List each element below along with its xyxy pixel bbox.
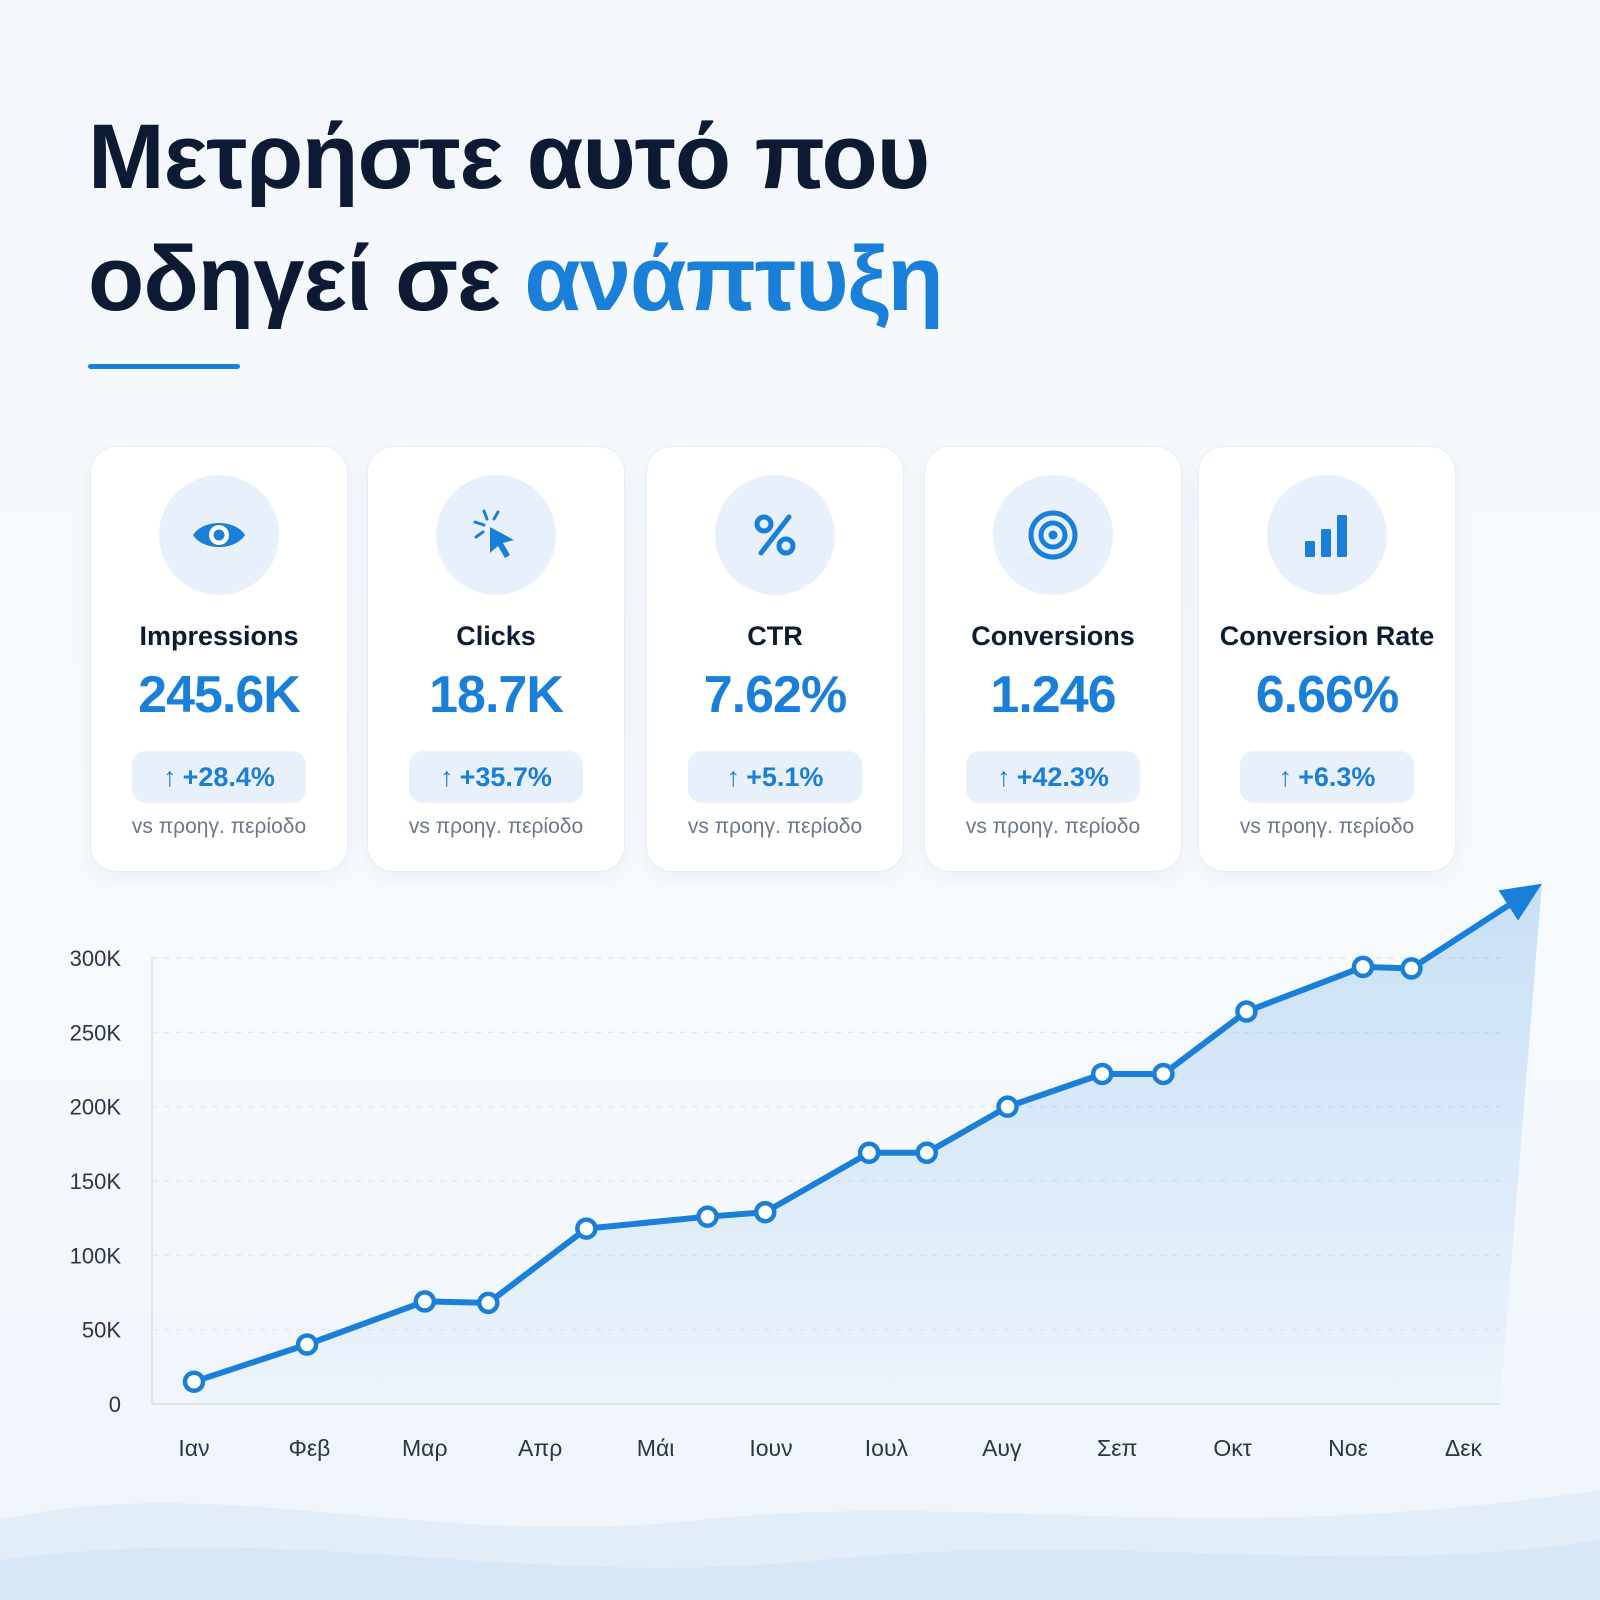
y-tick-label: 0 xyxy=(109,1392,121,1417)
kpi-label: Conversion Rate xyxy=(1219,621,1435,651)
data-point xyxy=(1152,1062,1175,1086)
kpi-delta-value: +28.4% xyxy=(182,762,275,792)
bar-chart-icon xyxy=(1267,475,1387,595)
data-point xyxy=(295,1333,319,1356)
kpi-card-ctr: CTR 7.62% ↑ +5.1% vs προηγ. περίοδο xyxy=(646,446,904,872)
kpi-label: Clicks xyxy=(456,621,536,651)
series-points xyxy=(182,955,1423,1393)
trend-arrow-shaft xyxy=(1408,900,1515,972)
impressions-line-chart: 0 50K 100K 150K 200K 250K 300K Ιαν Φεβ Μαρ Απρ Μάι… xyxy=(70,883,1542,1461)
kpi-card-conversion-rate: Conversion Rate 6.66% ↑ +6.3% vs προηγ. π… xyxy=(1198,446,1456,872)
kpi-label: Conversions xyxy=(971,621,1135,651)
y-tick-label: 150K xyxy=(70,1169,122,1194)
x-axis-ticks: Ιαν Φεβ Μαρ Απρ Μάι Ιουν Ιουλ Αυγ Σεπ Οκτ Νοε Δεκ xyxy=(178,1435,1482,1461)
y-tick-label: 300K xyxy=(70,946,122,971)
kpi-card-impressions: Impressions 245.6K ↑ +28.4% vs προηγ. περ… xyxy=(90,446,348,872)
x-tick-label: Ιουλ xyxy=(865,1435,909,1461)
kpi-label: Impressions xyxy=(139,621,299,651)
heading-underline xyxy=(88,364,240,369)
heading-accent-word: ανάπτυξη xyxy=(524,228,943,330)
kpi-comparison-note: vs προηγ. περίοδο xyxy=(965,815,1141,838)
x-tick-label: Ιουν xyxy=(749,1435,792,1461)
kpi-value: 18.7K xyxy=(429,666,564,724)
kpi-value: 6.66% xyxy=(1255,666,1399,724)
kpi-delta-value: +42.3% xyxy=(1016,762,1109,792)
data-point xyxy=(996,1095,1019,1118)
kpi-comparison-note: vs προηγ. περίοδο xyxy=(408,815,584,838)
y-tick-label: 100K xyxy=(70,1243,122,1268)
y-tick-label: 200K xyxy=(70,1095,122,1120)
x-tick-label: Οκτ xyxy=(1213,1435,1251,1461)
arrow-up-icon: ↑ xyxy=(163,762,177,792)
y-tick-label: 50K xyxy=(82,1318,121,1343)
kpi-value: 7.62% xyxy=(703,666,847,724)
data-point xyxy=(413,1290,437,1313)
kpi-comparison-note: vs προηγ. περίοδο xyxy=(1239,815,1415,838)
kpi-card-conversions: Conversions 1.246 ↑ +42.3% vs προηγ. περί… xyxy=(924,446,1182,872)
kpi-comparison-note: vs προηγ. περίοδο xyxy=(131,815,307,838)
page-heading: Μετρήστε αυτό που οδηγεί σε ανάπτυξη xyxy=(88,96,944,340)
kpi-value: 1.246 xyxy=(990,666,1116,724)
x-tick-label: Σεπ xyxy=(1097,1435,1137,1461)
data-point xyxy=(1090,1062,1114,1086)
x-tick-label: Δεκ xyxy=(1445,1435,1483,1461)
x-tick-label: Ιαν xyxy=(178,1435,209,1461)
kpi-value: 245.6K xyxy=(138,666,301,724)
data-point xyxy=(575,1217,598,1240)
kpi-delta-badge: ↑ +35.7% xyxy=(409,751,583,803)
data-point xyxy=(182,1370,206,1393)
arrow-up-icon: ↑ xyxy=(440,762,454,792)
heading-line-2: οδηγεί σε xyxy=(88,228,525,330)
trend-arrow-head xyxy=(1498,883,1542,921)
data-point xyxy=(696,1205,719,1228)
data-point xyxy=(1400,957,1423,980)
data-point xyxy=(477,1291,500,1315)
kpi-delta-value: +35.7% xyxy=(459,762,552,792)
percent-icon xyxy=(715,475,835,595)
kpi-delta-badge: ↑ +42.3% xyxy=(966,751,1140,803)
y-tick-label: 250K xyxy=(70,1020,122,1045)
arrow-up-icon: ↑ xyxy=(1278,762,1293,792)
data-point xyxy=(857,1141,881,1165)
kpi-delta-badge: ↑ +6.3% xyxy=(1240,751,1414,803)
data-point xyxy=(915,1141,939,1165)
data-point xyxy=(1235,1000,1258,1023)
data-point xyxy=(753,1200,777,1224)
kpi-delta-badge: ↑ +28.4% xyxy=(132,751,306,803)
kpi-cards: Impressions 245.6K ↑ +28.4% vs προηγ. περ… xyxy=(90,446,1480,874)
arrow-up-icon: ↑ xyxy=(726,762,741,792)
heading-line-1: Μετρήστε αυτό που xyxy=(88,106,930,208)
x-tick-label: Φεβ xyxy=(288,1435,330,1461)
kpi-card-clicks: Clicks 18.7K ↑ +35.7% vs προηγ. περίοδο xyxy=(367,446,625,872)
x-tick-label: Μάι xyxy=(637,1435,675,1461)
kpi-comparison-note: vs προηγ. περίοδο xyxy=(687,815,863,838)
x-tick-label: Μαρ xyxy=(402,1435,448,1461)
target-icon xyxy=(993,475,1113,595)
x-tick-label: Απρ xyxy=(518,1435,562,1461)
kpi-delta-badge: ↑ +5.1% xyxy=(688,751,862,803)
x-tick-label: Αυγ xyxy=(982,1435,1022,1461)
y-axis-ticks: 0 50K 100K 150K 200K 250K 300K xyxy=(70,946,122,1417)
trend-arrow xyxy=(1408,883,1542,972)
background-wave xyxy=(0,1490,1600,1600)
arrow-up-icon: ↑ xyxy=(997,762,1011,792)
kpi-delta-value: +5.1% xyxy=(746,762,824,792)
cursor-click-icon xyxy=(436,475,556,595)
eye-icon xyxy=(159,475,279,595)
x-tick-label: Νοε xyxy=(1328,1435,1368,1461)
kpi-delta-value: +6.3% xyxy=(1298,762,1376,792)
kpi-label: CTR xyxy=(747,621,803,651)
data-point xyxy=(1351,955,1375,979)
